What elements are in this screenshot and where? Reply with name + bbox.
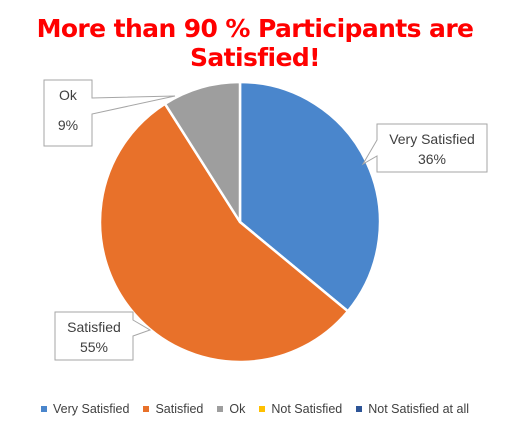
pie-slice-satisfied [98,102,350,364]
data-label-value: 55% [80,339,108,355]
callout-box [361,123,488,173]
data-label-value: 36% [418,151,446,167]
legend-item-not-satisfied: Not Satisfied [259,402,342,416]
legend-swatch [143,406,150,412]
callout-box [43,79,176,147]
data-label-callouts: Very Satisfied 36% Satisfied 55% Ok 9% [43,79,488,361]
data-label-category: Very Satisfied [389,131,475,147]
legend-label: Ok [229,402,246,416]
pie-slice-ok [163,80,242,224]
legend-swatch [356,406,363,412]
legend-item-satisfied: Satisfied [143,402,203,416]
legend-label: Not Satisfied [271,402,343,416]
legend-item-ok: Ok [217,402,245,416]
pie-slices [98,80,382,364]
data-label-very-satisfied: Very Satisfied 36% [361,123,488,173]
legend-swatch [259,406,266,412]
data-label-category: Satisfied [67,319,121,335]
legend-label: Satisfied [155,402,204,416]
data-label-satisfied: Satisfied 55% [54,311,152,361]
legend-label: Very Satisfied [53,402,130,416]
callout-box [54,311,152,361]
chart-title: More than 90 % Participants are Satisfie… [36,14,474,72]
legend-item-not-satisfied-at-all: Not Satisfied at all [356,402,469,416]
legend-swatch [41,406,47,412]
legend: Very Satisfied Satisfied Ok Not Satisfie… [0,402,510,416]
legend-item-very-satisfied: Very Satisfied [41,402,129,416]
legend-label: Not Satisfied at all [368,402,469,416]
legend-swatch [217,406,224,412]
data-label-category: Ok [59,87,78,103]
data-label-value: 9% [58,117,78,133]
data-label-ok: Ok 9% [43,79,176,147]
